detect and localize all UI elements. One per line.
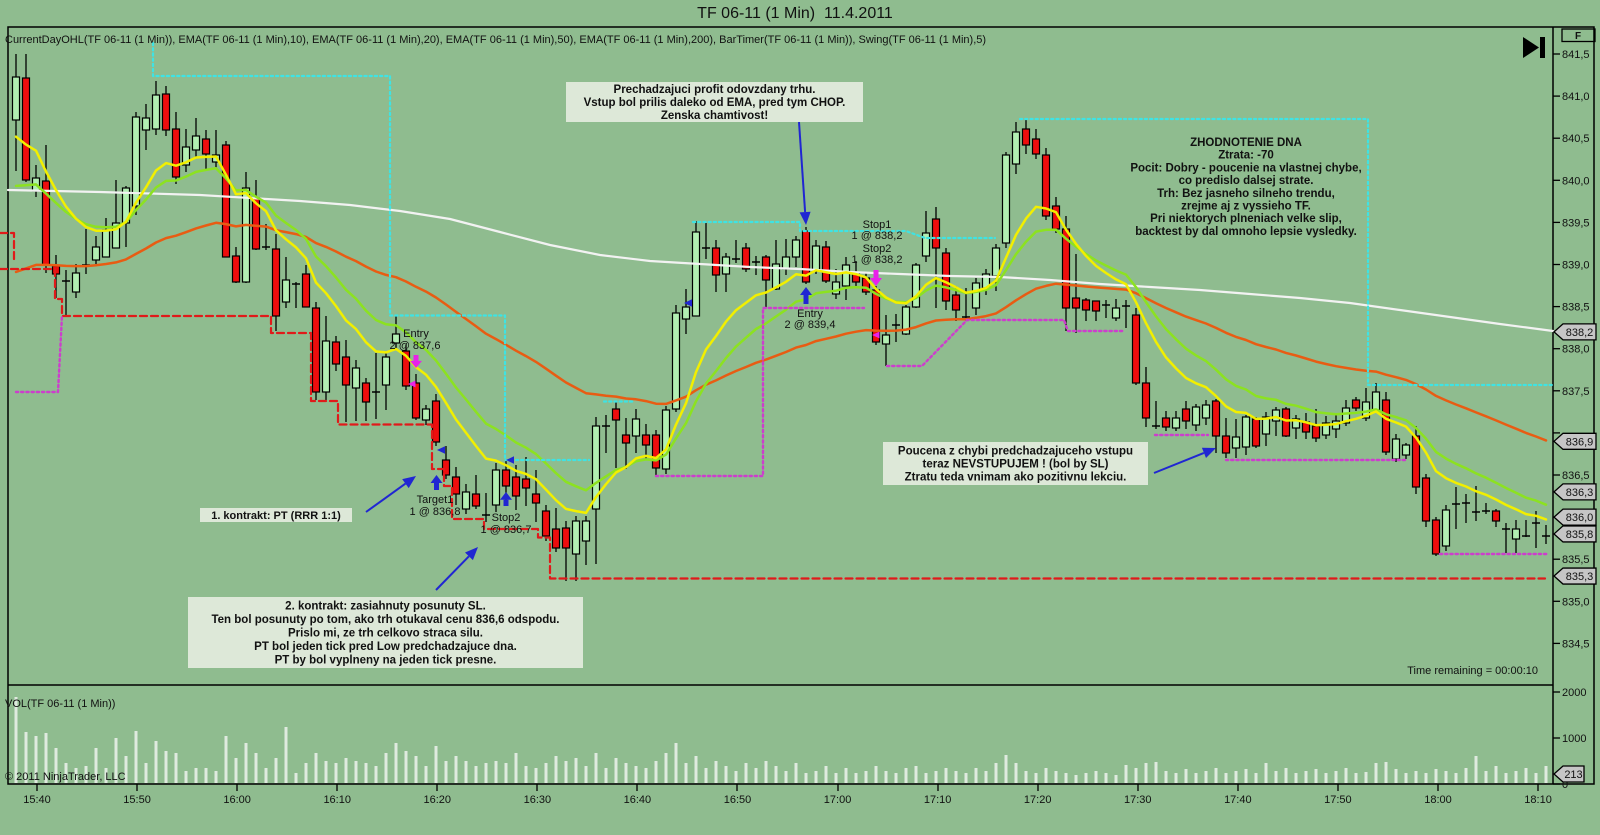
svg-text:Ztratu teda vnimam ako pozitiv: Ztratu teda vnimam ako pozitivnu lekciu.	[905, 472, 1127, 484]
svg-text:17:30: 17:30	[1124, 794, 1152, 806]
svg-text:backtest by dal omnoho lepsie: backtest by dal omnoho lepsie vysledky.	[1135, 226, 1357, 238]
svg-text:17:50: 17:50	[1324, 794, 1352, 806]
svg-text:Pocit: Dobry - poucenie na vla: Pocit: Dobry - poucenie na vlastnej chyb…	[1130, 162, 1361, 174]
svg-text:PT bol jeden tick pred Low pre: PT bol jeden tick pred Low predchadzajuc…	[254, 641, 517, 653]
svg-text:Entry: Entry	[797, 308, 823, 320]
svg-text:2 @ 837,6: 2 @ 837,6	[390, 340, 441, 352]
svg-text:836,0: 836,0	[1566, 512, 1594, 524]
svg-text:15:50: 15:50	[123, 794, 151, 806]
svg-text:839,5: 839,5	[1562, 217, 1590, 229]
svg-text:Time remaining = 00:00:10: Time remaining = 00:00:10	[1407, 665, 1538, 677]
svg-text:18:00: 18:00	[1424, 794, 1452, 806]
svg-text:17:40: 17:40	[1224, 794, 1252, 806]
svg-text:teraz NEVSTUPUJEM ! (bol by SL: teraz NEVSTUPUJEM ! (bol by SL)	[923, 459, 1109, 471]
svg-text:Prislo mi, ze trh celkovo stra: Prislo mi, ze trh celkovo straca silu.	[288, 628, 483, 640]
svg-text:835,5: 835,5	[1562, 554, 1590, 566]
svg-text:836,3: 836,3	[1566, 487, 1594, 499]
svg-text:840,5: 840,5	[1562, 133, 1590, 145]
svg-text:Stop2: Stop2	[863, 243, 892, 255]
svg-text:Pri niektorych plneniach velke: Pri niektorych plneniach velke slip,	[1150, 213, 1342, 225]
svg-text:ZHODNOTENIE DNA: ZHODNOTENIE DNA	[1190, 137, 1302, 149]
svg-text:Poucena z chybi predchadzajuce: Poucena z chybi predchadzajuceho vstupu	[898, 446, 1133, 458]
svg-text:zrejme aj z vyssieho TF.: zrejme aj z vyssieho TF.	[1181, 201, 1311, 213]
svg-text:1000: 1000	[1562, 733, 1586, 745]
svg-text:Ztrata: -70: Ztrata: -70	[1218, 150, 1274, 162]
svg-text:835,0: 835,0	[1562, 596, 1590, 608]
svg-text:16:00: 16:00	[223, 794, 251, 806]
svg-text:838,2: 838,2	[1566, 327, 1594, 339]
svg-text:17:10: 17:10	[924, 794, 952, 806]
svg-text:2000: 2000	[1562, 687, 1586, 699]
svg-text:F: F	[1575, 31, 1581, 42]
svg-text:Target1: Target1	[417, 494, 454, 506]
svg-text:841,5: 841,5	[1562, 49, 1590, 61]
svg-text:Ten bol posunuty po tom, ako t: Ten bol posunuty po tom, ako trh otukava…	[211, 614, 559, 626]
svg-text:CurrentDayOHL(TF 06-11 (1 Min): CurrentDayOHL(TF 06-11 (1 Min)), EMA(TF …	[5, 34, 986, 46]
svg-text:1 @ 836,7: 1 @ 836,7	[481, 524, 532, 536]
svg-text:Stop2: Stop2	[492, 512, 521, 524]
svg-text:1 @ 838,2: 1 @ 838,2	[852, 230, 903, 242]
svg-text:TF 06-11 (1 Min) 11.4.2011: TF 06-11 (1 Min) 11.4.2011	[697, 5, 893, 22]
svg-text:Stop1: Stop1	[863, 219, 892, 231]
svg-text:838,0: 838,0	[1562, 344, 1590, 356]
svg-text:1. kontrakt: PT (RRR 1:1): 1. kontrakt: PT (RRR 1:1)	[211, 510, 341, 522]
svg-text:835,8: 835,8	[1566, 529, 1594, 541]
svg-text:840,0: 840,0	[1562, 175, 1590, 187]
svg-text:837,5: 837,5	[1562, 386, 1590, 398]
svg-text:1 @ 836,8: 1 @ 836,8	[410, 506, 461, 518]
svg-text:Prechadzajuci profit odovzdany: Prechadzajuci profit odovzdany trhu.	[614, 84, 816, 96]
svg-text:835,3: 835,3	[1566, 571, 1594, 583]
svg-text:839,0: 839,0	[1562, 260, 1590, 272]
svg-text:Trh: Bez jasneho silneho trend: Trh: Bez jasneho silneho trendu,	[1157, 188, 1335, 200]
svg-text:0: 0	[1562, 779, 1568, 791]
svg-text:16:20: 16:20	[424, 794, 452, 806]
svg-text:16:30: 16:30	[524, 794, 552, 806]
svg-text:2 @ 839,4: 2 @ 839,4	[785, 319, 836, 331]
svg-text:© 2011 NinjaTrader, LLC: © 2011 NinjaTrader, LLC	[5, 771, 126, 783]
svg-text:16:50: 16:50	[724, 794, 752, 806]
svg-text:834,5: 834,5	[1562, 638, 1590, 650]
svg-text:836,9: 836,9	[1566, 436, 1594, 448]
svg-text:VOL(TF 06-11 (1 Min)): VOL(TF 06-11 (1 Min))	[5, 698, 115, 710]
svg-text:16:10: 16:10	[323, 794, 351, 806]
svg-text:213: 213	[1564, 769, 1582, 781]
svg-text:17:00: 17:00	[824, 794, 852, 806]
svg-text:16:40: 16:40	[624, 794, 652, 806]
svg-text:836,5: 836,5	[1562, 470, 1590, 482]
svg-text:841,0: 841,0	[1562, 91, 1590, 103]
svg-text:17:20: 17:20	[1024, 794, 1052, 806]
svg-text:Vstup bol prilis daleko od EMA: Vstup bol prilis daleko od EMA, pred tym…	[584, 97, 846, 109]
svg-text:1 @ 838,2: 1 @ 838,2	[852, 254, 903, 266]
svg-text:Entry: Entry	[403, 328, 429, 340]
svg-text:2. kontrakt: zasiahnuty posunu: 2. kontrakt: zasiahnuty posunuty SL.	[285, 601, 486, 613]
svg-text:co predislo dalsej strate.: co predislo dalsej strate.	[1179, 175, 1314, 187]
svg-text:PT by bol vyplneny na jeden ti: PT by bol vyplneny na jeden tick presne.	[275, 655, 497, 667]
svg-text:15:40: 15:40	[23, 794, 51, 806]
svg-text:838,5: 838,5	[1562, 302, 1590, 314]
svg-text:18:10: 18:10	[1524, 794, 1552, 806]
svg-text:Zenska chamtivost!: Zenska chamtivost!	[661, 110, 768, 122]
